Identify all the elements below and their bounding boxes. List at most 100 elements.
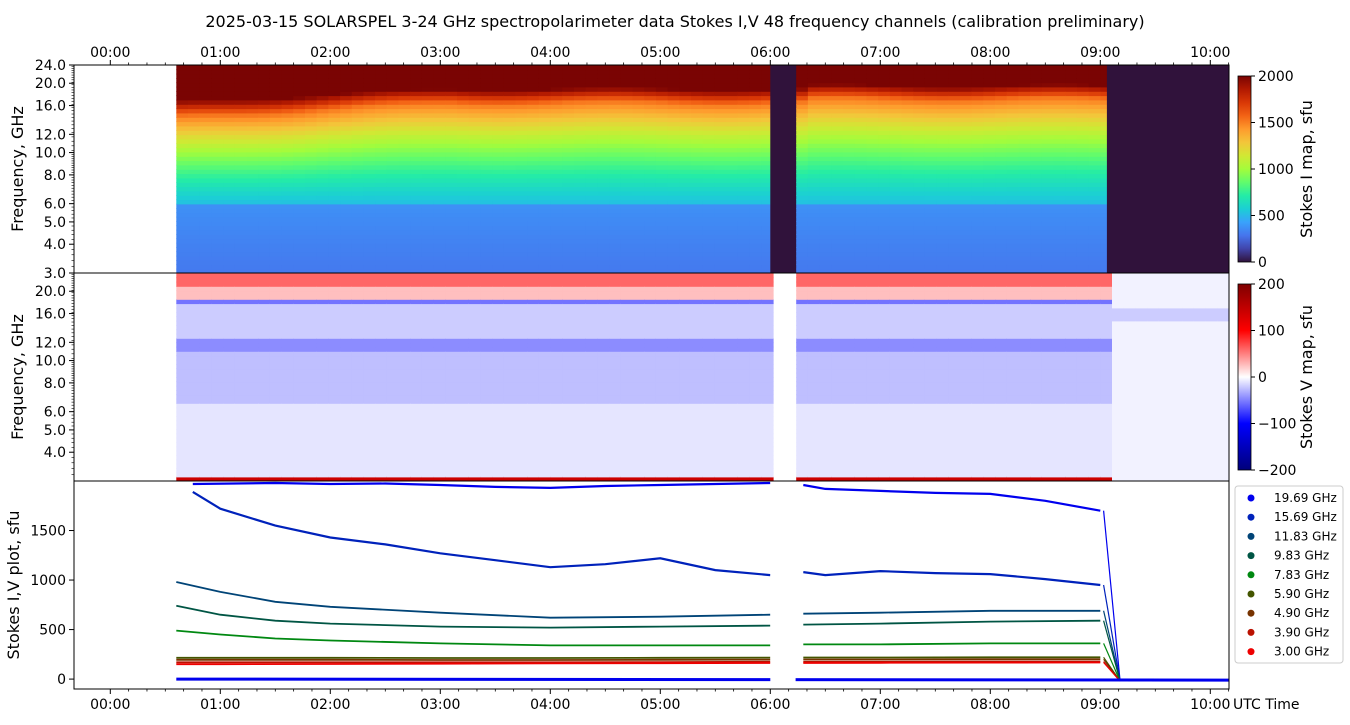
stokes-i-cell [1065, 138, 1078, 144]
stokes-i-cell [726, 147, 739, 153]
stokes-i-cell [386, 69, 400, 75]
stokes-i-cell [375, 238, 388, 244]
stokes-i-cell [971, 130, 985, 136]
stokes-v-cell [176, 364, 189, 370]
stokes-i-cell [691, 78, 704, 84]
stokes-i-cell [960, 112, 973, 118]
stokes-i-cell [316, 247, 330, 253]
stokes-i-cell [199, 108, 213, 114]
stokes-v-cell [211, 407, 224, 413]
stokes-i-cell [538, 95, 552, 101]
stokes-i-cell [1041, 130, 1055, 136]
stokes-i-cell [480, 99, 493, 105]
stokes-i-cell [1065, 203, 1078, 209]
stokes-i-cell [293, 212, 306, 218]
stokes-i-cell [995, 229, 1008, 235]
stokes-i-cell [714, 130, 727, 136]
stokes-i-cell [714, 247, 727, 253]
stokes-i-cell [375, 190, 388, 196]
stokes-i-cell [983, 247, 996, 253]
stokes-i-cell [995, 234, 1008, 240]
stokes-i-cell [480, 208, 493, 214]
stokes-i-cell [995, 104, 1008, 110]
stokes-i-cell [889, 164, 903, 170]
stokes-i-cell [445, 199, 458, 205]
stokes-v-cell [258, 390, 271, 396]
stokes-i-cell [749, 225, 762, 231]
stokes-v-cell [281, 450, 295, 456]
stokes-i-cell [340, 182, 353, 188]
stokes-i-cell [433, 177, 447, 183]
stokes-v-cell [246, 463, 259, 469]
stokes-i-cell [761, 151, 774, 157]
stokes-i-cell [936, 121, 950, 127]
stokes-i-cell [351, 104, 365, 110]
stokes-i-cell [1088, 195, 1102, 201]
stokes-i-cell [831, 177, 844, 183]
stokes-i-cell [702, 173, 716, 179]
stokes-i-cell [831, 134, 844, 140]
stokes-i-cell [305, 173, 318, 179]
stokes-i-cell [749, 208, 762, 214]
stokes-i-cell [375, 117, 388, 123]
stokes-i-cell [971, 112, 985, 118]
stokes-i-cell [1100, 91, 1113, 97]
stokes-i-cell [1053, 264, 1066, 270]
stokes-i-cell [644, 65, 657, 71]
stokes-i-cell [258, 203, 271, 209]
stokes-i-cell [1065, 247, 1078, 253]
stokes-i-cell [936, 78, 950, 84]
stokes-i-cell [936, 229, 950, 235]
stokes-i-cell [375, 108, 388, 114]
stokes-i-cell [351, 173, 365, 179]
stokes-i-cell [503, 112, 517, 118]
stokes-i-cell [1100, 130, 1113, 136]
stokes-i-cell [866, 104, 879, 110]
stokes-i-cell [1018, 182, 1031, 188]
stokes-i-cell [831, 190, 844, 196]
stokes-i-cell [1041, 216, 1055, 222]
stokes-i-cell [632, 251, 645, 257]
stokes-i-cell [1065, 117, 1078, 123]
stokes-i-cell [223, 130, 236, 136]
stokes-i-cell [1053, 143, 1066, 149]
stokes-i-cell [620, 203, 634, 209]
stokes-i-cell [644, 268, 657, 273]
stokes-i-cell [410, 91, 423, 97]
stokes-i-cell [667, 112, 681, 118]
stokes-i-cell [480, 186, 493, 192]
stokes-i-cell [421, 195, 435, 201]
stokes-i-cell [679, 78, 692, 84]
stokes-i-cell [1076, 242, 1090, 248]
stokes-i-cell [854, 69, 868, 75]
stokes-i-cell [316, 251, 330, 257]
stokes-i-cell [351, 260, 365, 266]
stokes-v-cell [281, 472, 295, 478]
stokes-i-cell [410, 264, 423, 270]
stokes-i-cell [351, 221, 365, 227]
stokes-i-cell [199, 138, 213, 144]
stokes-i-cell [1076, 125, 1090, 131]
stokes-i-cell [293, 138, 306, 144]
stokes-i-cell [831, 199, 844, 205]
stokes-i-cell [983, 78, 996, 84]
stokes-i-cell [351, 125, 365, 131]
stokes-i-cell [363, 242, 376, 248]
stokes-i-cell [854, 221, 868, 227]
stokes-i-cell [819, 69, 833, 75]
stokes-i-cell [538, 247, 552, 253]
stokes-i-cell [714, 65, 727, 71]
stokes-i-cell [913, 268, 926, 273]
stokes-i-cell [679, 177, 692, 183]
stokes-i-cell [199, 221, 213, 227]
stokes-i-cell [550, 199, 564, 205]
stokes-v-cell [223, 403, 236, 409]
stokes-i-cell [445, 242, 458, 248]
stokes-i-cell [363, 260, 376, 266]
stokes-i-cell [924, 195, 938, 201]
stokes-i-cell [854, 73, 868, 79]
stokes-i-cell [340, 242, 353, 248]
stokes-i-cell [538, 195, 552, 201]
stokes-i-cell [457, 268, 470, 273]
stokes-i-cell [246, 147, 259, 153]
